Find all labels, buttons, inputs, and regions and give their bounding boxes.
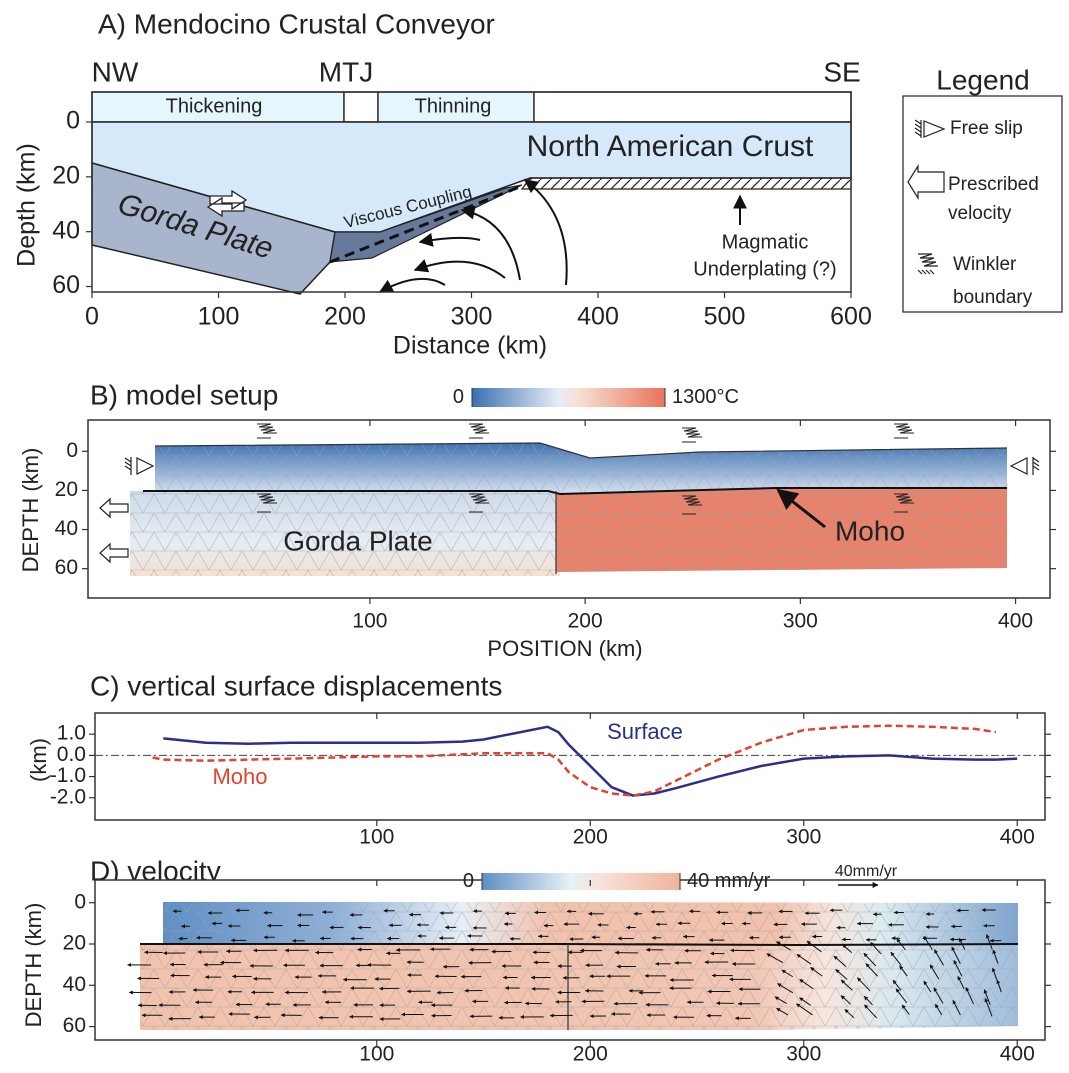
series-label: Moho (212, 764, 267, 789)
legend-label: Free slip (950, 118, 1023, 139)
y-tick-label: 0 (66, 107, 80, 135)
panel-d: D) velocity DEPTH (km) (21, 855, 1045, 1040)
underplating-layer (522, 178, 851, 189)
zone-label: Thickening (166, 95, 263, 117)
y-tick-label: 60 (52, 271, 80, 299)
x-tick-label: 300 (783, 610, 818, 633)
colorbar-label: 0 (463, 870, 474, 892)
y-axis-label: DEPTH (km) (21, 903, 46, 1028)
panel-title: C) vertical surface displacements (90, 670, 502, 701)
crust-label: North American Crust (527, 130, 814, 163)
zone-label: Thinning (415, 95, 492, 117)
x-tick-label: 300 (786, 826, 821, 849)
y-tick-label: 20 (55, 478, 78, 501)
panel-a: A) Mendocino Crustal Conveyor NW MTJ SE … (13, 8, 1062, 359)
mesh (130, 443, 1007, 576)
colorbar-label: 40 mm/yr (687, 870, 771, 892)
x-tick-label: 400 (998, 610, 1033, 633)
direction-label: SE (823, 56, 860, 87)
panel-b: B) model setup Gorda Plate Moho (18, 379, 1050, 660)
x-tick-label: 100 (198, 303, 240, 331)
y-tick-label: 40 (55, 517, 78, 540)
colorbar (472, 388, 665, 407)
x-tick-label: 600 (830, 303, 872, 331)
moho-label: Moho (835, 515, 905, 546)
x-tick-label: 400 (1000, 826, 1035, 849)
mtj-label: MTJ (319, 56, 373, 87)
y-tick-label: 20 (63, 932, 86, 955)
series-line (163, 727, 1017, 796)
underplating-label: Magmatic (722, 231, 809, 253)
y-tick-label: -2.0 (50, 785, 86, 808)
x-axis-label: Distance (km) (393, 332, 547, 360)
mtj-zone (344, 92, 378, 122)
moho-line (140, 944, 1018, 945)
y-tick-label: 1.0 (57, 722, 86, 745)
y-tick-label: 0 (66, 439, 78, 462)
series-label: Surface (607, 719, 683, 744)
panel-title: B) model setup (90, 379, 278, 410)
x-tick-label: 200 (568, 610, 603, 633)
legend-label: boundary (953, 287, 1033, 308)
x-tick-label: 100 (352, 610, 387, 633)
y-axis-label: DEPTH (km) (18, 448, 43, 573)
y-axis-label: Depth (km) (13, 143, 41, 267)
y-tick-label: 60 (63, 1014, 86, 1037)
y-tick-label: 40 (63, 973, 86, 996)
x-tick-label: 200 (324, 303, 366, 331)
underplating-label: Underplating (?) (693, 258, 836, 280)
bar-segment (534, 92, 851, 122)
x-axis-label: POSITION (km) (487, 636, 642, 661)
panel-title: A) Mendocino Crustal Conveyor (98, 8, 495, 39)
colorbar-label: 1300°C (672, 386, 739, 408)
y-tick-label: 60 (55, 556, 78, 579)
legend-title: Legend (936, 64, 1029, 95)
colorbar-label: 0 (453, 386, 464, 408)
y-tick-label: 0 (74, 890, 86, 913)
y-tick-label: 40 (52, 216, 80, 244)
legend-label: Winkler (953, 254, 1017, 275)
panel-c: C) vertical surface displacements (km) (26, 670, 1045, 820)
x-tick-label: 300 (451, 303, 493, 331)
y-tick-label: 20 (52, 161, 80, 189)
x-tick-label: 200 (573, 826, 608, 849)
series-line (153, 726, 996, 796)
legend-label: velocity (948, 203, 1012, 224)
x-tick-label: 0 (85, 303, 99, 331)
colorbar (482, 873, 680, 890)
plate-label: Gorda Plate (283, 525, 432, 556)
direction-label: NW (92, 56, 139, 87)
y-axis-label: (km) (26, 738, 51, 782)
legend-label: Prescribed (948, 174, 1039, 195)
x-tick-label: 400 (577, 303, 619, 331)
scale-label: 40mm/yr (835, 863, 898, 880)
y-tick-label: -1.0 (50, 764, 86, 787)
x-tick-label: 500 (704, 303, 746, 331)
y-tick-label: 0.0 (57, 743, 86, 766)
x-tick-label: 100 (359, 826, 394, 849)
